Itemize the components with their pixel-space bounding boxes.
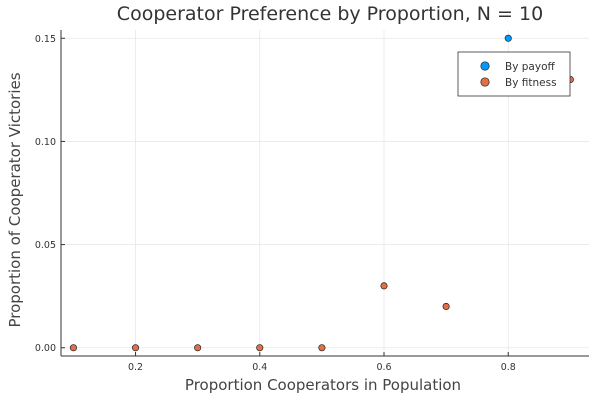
data-point <box>442 302 450 311</box>
data-point <box>69 344 77 352</box>
chart-title: Cooperator Preference by Proportion, N =… <box>117 3 543 25</box>
axes <box>60 30 589 357</box>
x-tick-label: 0.4 <box>252 362 267 373</box>
data-point <box>318 344 326 352</box>
legend-marker <box>480 77 490 87</box>
data-point <box>194 344 202 352</box>
legend-marker <box>480 61 490 71</box>
x-axis-label: Proportion Cooperators in Population <box>185 376 461 394</box>
y-axis-label: Proportion of Cooperator Victories <box>6 72 24 327</box>
y-tick-label: 0.05 <box>35 240 56 251</box>
data-point <box>504 34 512 42</box>
x-tick-label: 0.8 <box>501 362 516 373</box>
data-point <box>131 344 140 352</box>
legend-box <box>457 51 571 97</box>
data-point <box>256 344 264 352</box>
x-tick-label: 0.2 <box>128 362 143 373</box>
y-tick-label: 0.00 <box>35 343 56 354</box>
legend-label: By payoff <box>505 61 555 73</box>
y-tick-label: 0.15 <box>35 34 56 45</box>
y-tick-label: 0.10 <box>35 137 56 148</box>
x-tick-label: 0.6 <box>376 362 391 373</box>
legend: By payoff By fitness <box>457 51 571 97</box>
ticks: 0.2 0.4 0.6 0.8 0.00 0.05 0.10 0.15 <box>35 34 516 373</box>
data-point <box>380 282 388 290</box>
legend-label: By fitness <box>505 77 557 89</box>
